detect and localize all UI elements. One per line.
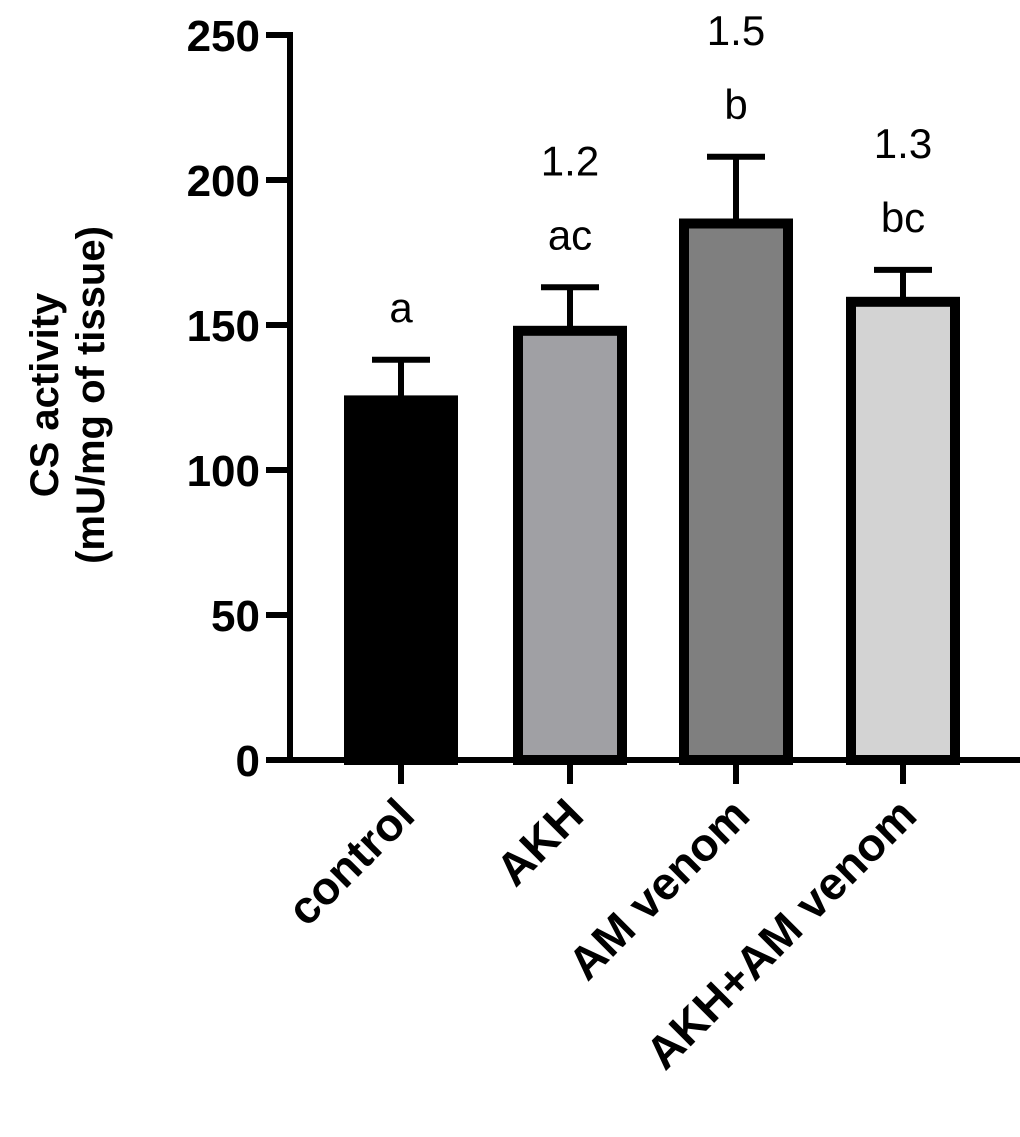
y-axis-label-line-2: (mU/mg of tissue)	[69, 226, 113, 564]
bar	[344, 395, 458, 765]
y-tick-label: 100	[187, 447, 260, 496]
y-axis-label-line-1: CS activity	[23, 292, 67, 497]
y-tick-label: 50	[211, 592, 260, 641]
fold-change-label: 1.3	[874, 120, 932, 167]
x-category-label: AKH	[486, 788, 593, 895]
y-axis-label: CS activity (mU/mg of tissue)	[23, 226, 113, 564]
significance-letter: a	[389, 284, 413, 331]
fold-change-label: 1.2	[541, 137, 599, 184]
bar	[679, 218, 793, 765]
significance-letter: b	[724, 81, 747, 128]
y-tick-label: 0	[236, 737, 260, 786]
significance-letter: ac	[548, 211, 592, 258]
y-tick-label: 250	[187, 12, 260, 61]
x-category-label: control	[277, 788, 424, 935]
significance-letter: bc	[881, 194, 925, 241]
y-tick-label: 150	[187, 302, 260, 351]
y-tick-label: 200	[187, 157, 260, 206]
axes: 0 50 100 150 200 250	[187, 12, 1020, 786]
fold-change-label: 1.5	[707, 7, 765, 54]
bar	[513, 325, 627, 765]
bar	[846, 296, 960, 765]
bars: a ac 1.2 b 1.5 bc 1.3	[344, 7, 960, 765]
